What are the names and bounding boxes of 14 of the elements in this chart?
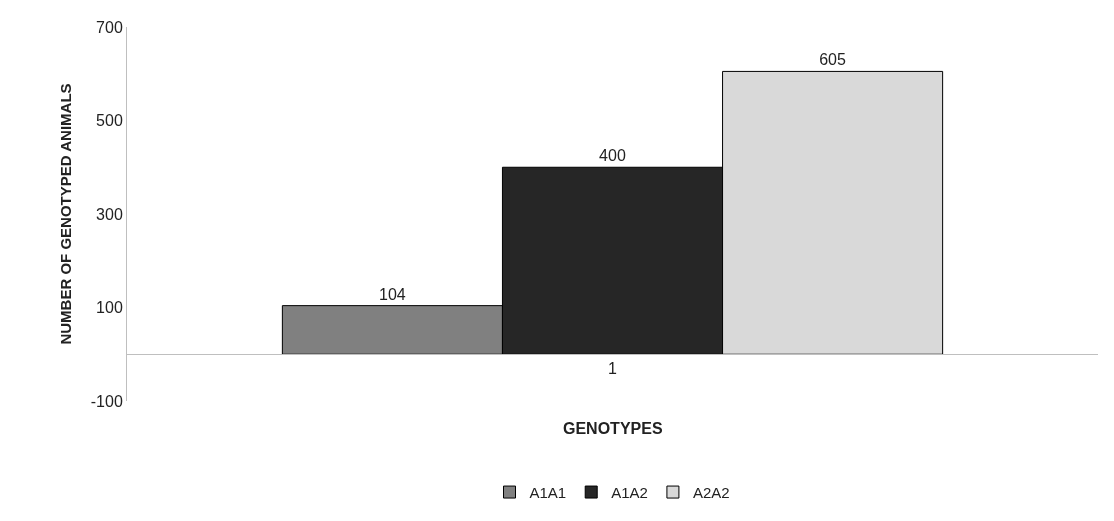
y-tick-label: -100 (90, 392, 123, 410)
x-tick-label: 1 (608, 360, 618, 378)
legend-label: A1A1 (529, 483, 567, 501)
legend-label: A1A2 (611, 483, 648, 501)
data-label: 400 (599, 147, 626, 165)
y-tick-label: 700 (96, 18, 123, 36)
y-tick-label: 100 (96, 299, 123, 317)
y-tick-label: 500 (96, 112, 123, 130)
legend-label: A2A2 (692, 483, 730, 501)
y-tick-label: 300 (96, 205, 123, 223)
y-axis-title: NUMBER OF GENOTYPED ANIMALS (57, 83, 75, 345)
data-label: 104 (379, 285, 406, 303)
x-axis-title: GENOTYPES (563, 420, 663, 437)
data-label: 605 (819, 51, 846, 69)
